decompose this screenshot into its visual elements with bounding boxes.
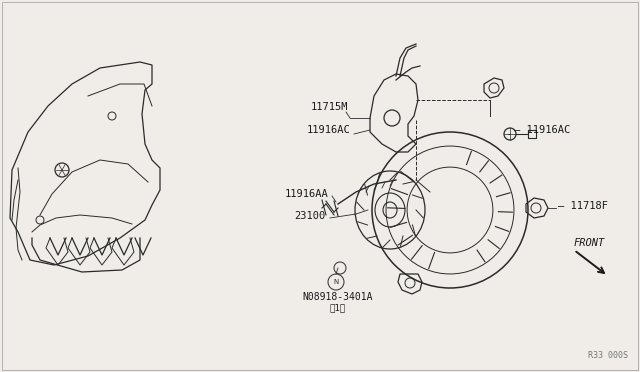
- Text: 11916AA: 11916AA: [284, 189, 328, 199]
- Text: N08918-3401A: N08918-3401A: [303, 292, 373, 302]
- Text: （1）: （1）: [330, 303, 346, 312]
- Text: 11715M: 11715M: [310, 102, 348, 112]
- Text: 23100: 23100: [295, 211, 326, 221]
- Text: — 11916AC: — 11916AC: [514, 125, 570, 135]
- Text: 11916AC: 11916AC: [307, 125, 350, 135]
- Text: FRONT: FRONT: [574, 238, 605, 248]
- Text: N: N: [333, 279, 339, 285]
- Text: R33 000S: R33 000S: [588, 351, 628, 360]
- Text: — 11718F: — 11718F: [558, 201, 608, 211]
